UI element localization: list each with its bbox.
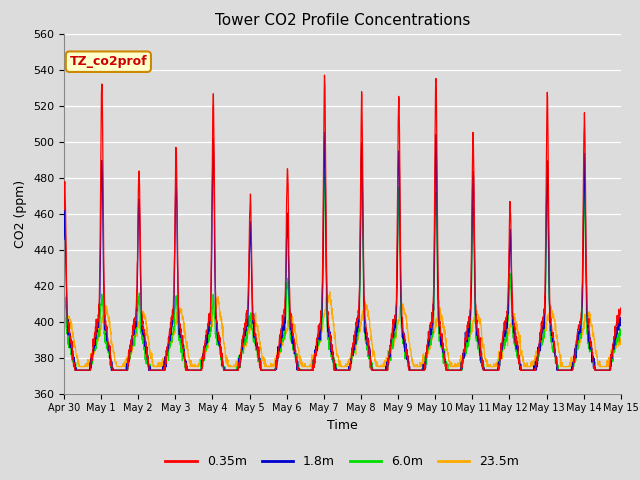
Text: TZ_co2prof: TZ_co2prof bbox=[70, 55, 147, 68]
Legend: 0.35m, 1.8m, 6.0m, 23.5m: 0.35m, 1.8m, 6.0m, 23.5m bbox=[161, 450, 524, 473]
Y-axis label: CO2 (ppm): CO2 (ppm) bbox=[15, 180, 28, 248]
Title: Tower CO2 Profile Concentrations: Tower CO2 Profile Concentrations bbox=[214, 13, 470, 28]
X-axis label: Time: Time bbox=[327, 419, 358, 432]
